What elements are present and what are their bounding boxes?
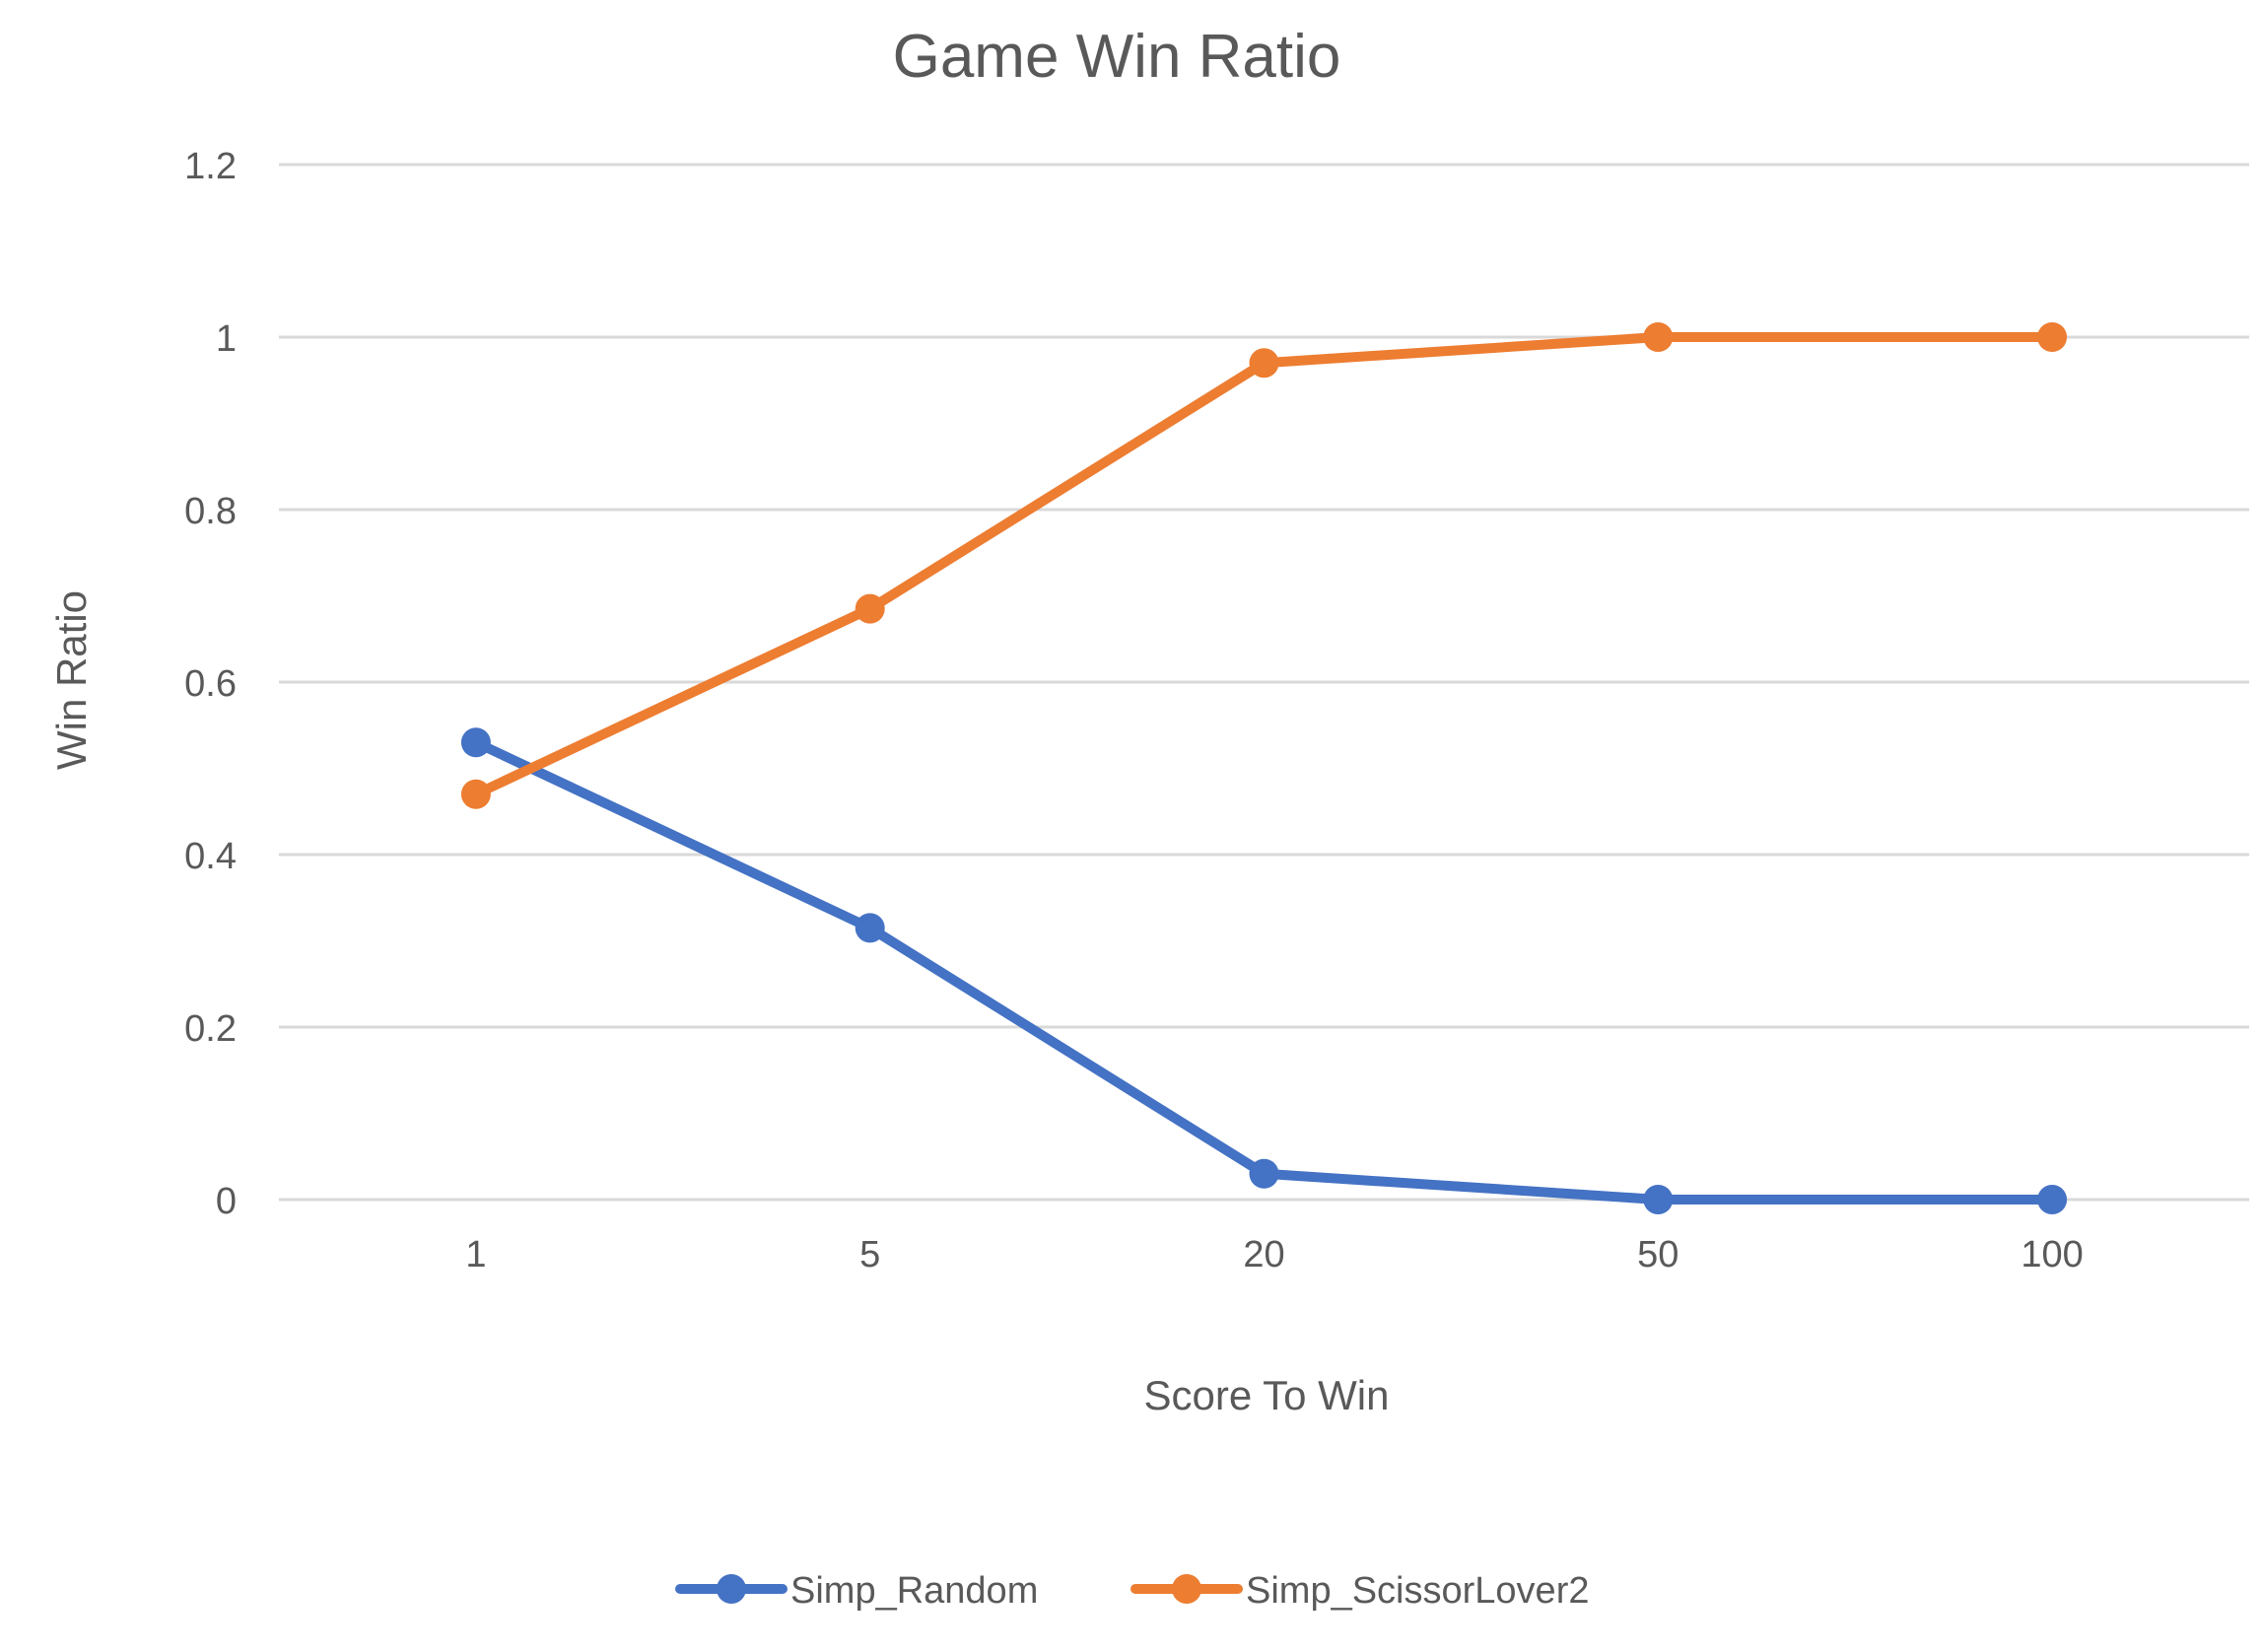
legend-marker bbox=[717, 1574, 746, 1604]
legend-label: Simp_ScissorLover2 bbox=[1246, 1570, 1589, 1612]
legend: Simp_Random Simp_ScissorLover2 bbox=[675, 1570, 1589, 1612]
y-tick-label: 0.2 bbox=[184, 1008, 237, 1050]
x-tick-label: 5 bbox=[859, 1234, 880, 1275]
data-point bbox=[2037, 1185, 2068, 1214]
series-line bbox=[470, 332, 2058, 799]
y-axis-label: Win Ratio bbox=[48, 590, 95, 770]
chart-title: Game Win Ratio bbox=[893, 23, 1341, 91]
x-tick-label: 1 bbox=[465, 1234, 486, 1275]
legend-marker bbox=[1172, 1574, 1201, 1604]
legend-label: Simp_Random bbox=[790, 1570, 1038, 1612]
y-tick-labels: 0 0.2 0.4 0.6 0.8 1 1.2 bbox=[184, 146, 237, 1222]
y-tick-label: 1.2 bbox=[184, 146, 237, 187]
y-tick-label: 0.8 bbox=[184, 491, 237, 532]
series-line bbox=[470, 737, 2058, 1205]
data-point bbox=[855, 593, 885, 624]
y-tick-label: 0.4 bbox=[184, 836, 237, 877]
gridlines bbox=[279, 163, 2249, 1202]
y-tick-label: 0.6 bbox=[184, 663, 237, 705]
x-tick-label: 20 bbox=[1243, 1234, 1284, 1275]
data-point bbox=[1643, 322, 1674, 352]
x-tick-labels: 1 5 20 50 100 bbox=[465, 1234, 2083, 1275]
data-point bbox=[460, 727, 491, 758]
y-tick-label: 0 bbox=[216, 1181, 237, 1222]
data-point bbox=[460, 779, 491, 809]
data-point bbox=[1643, 1185, 1674, 1214]
x-tick-label: 50 bbox=[1637, 1234, 1679, 1275]
series-lines bbox=[460, 322, 2068, 1214]
y-tick-label: 1 bbox=[216, 318, 237, 360]
data-point bbox=[855, 913, 885, 943]
x-axis-label: Score To Win bbox=[1144, 1372, 1390, 1418]
x-tick-label: 100 bbox=[2021, 1234, 2083, 1275]
data-point bbox=[1249, 1158, 1279, 1189]
data-point bbox=[1249, 348, 1279, 379]
data-point bbox=[2037, 322, 2068, 352]
